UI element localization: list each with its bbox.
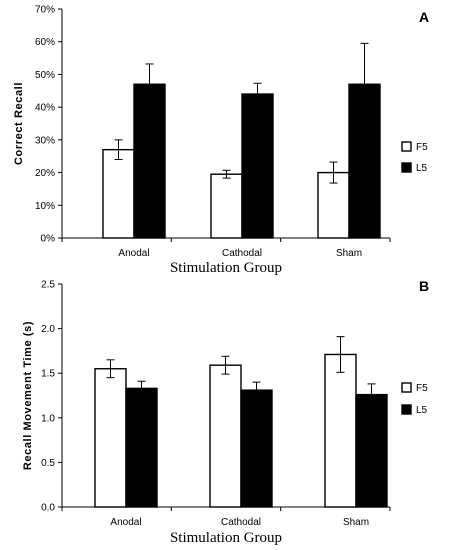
- chart-2-bar-l5: [355, 393, 388, 508]
- chart-1-panel-label: A: [419, 9, 429, 25]
- chart-1-legend-label-f5: F5: [416, 142, 428, 153]
- chart-1-y-tick-label: 20%: [35, 168, 55, 179]
- chart-1-bar-f5: [210, 173, 243, 239]
- chart-1-y-tick-label: 40%: [35, 103, 55, 114]
- chart-1-legend-label-l5: L5: [416, 163, 428, 174]
- chart-2-bar-f5: [94, 368, 127, 508]
- chart-2-x-tick-label: Sham: [343, 517, 369, 528]
- chart-2-bar-l5: [125, 387, 158, 508]
- chart-1-legend-swatch-f5: [401, 141, 412, 152]
- chart-2-legend-swatch-f5: [401, 382, 412, 393]
- chart-2-x-tick-label: Cathodal: [221, 517, 261, 528]
- chart-2-legend-label-f5: F5: [416, 383, 428, 394]
- chart-2-y-tick-label: 0.0: [41, 503, 55, 514]
- chart-1-y-tick-label: 70%: [35, 5, 55, 16]
- chart-1-y-tick-label: 50%: [35, 70, 55, 81]
- chart-2-bar-f5: [324, 353, 357, 508]
- chart-2-bar-f5: [209, 364, 242, 508]
- chart-2-legend-swatch-l5: [401, 404, 412, 415]
- chart-1-y-tick-label: 60%: [35, 37, 55, 48]
- chart-1-bar-l5: [133, 83, 166, 239]
- chart-2-y-axis-label: Recall Movement Time (s): [22, 321, 34, 470]
- chart-2-x-axis-label: Stimulation Group: [170, 530, 282, 546]
- chart-1-x-tick-label: Cathodal: [222, 248, 262, 259]
- chart-1-bar-l5: [241, 93, 274, 239]
- chart-1-legend-swatch-l5: [401, 162, 412, 173]
- chart-1-y-axis-label: Correct Recall: [13, 82, 25, 165]
- chart-1-x-tick-label: Sham: [336, 248, 362, 259]
- chart-2-y-tick-label: 2.0: [41, 324, 55, 335]
- chart-1-x-tick-label: Anodal: [118, 248, 149, 259]
- chart-2-y-tick-label: 1.0: [41, 413, 55, 424]
- chart-2-y-tick-label: 1.5: [41, 369, 55, 380]
- chart-1-y-tick-label: 30%: [35, 135, 55, 146]
- chart-1-y-tick-label: 10%: [35, 201, 55, 212]
- chart-1-bar-f5: [102, 148, 135, 239]
- chart-2-y-tick-label: 0.5: [41, 458, 55, 469]
- chart-1-y-tick-label: 0%: [41, 234, 56, 245]
- chart-2-bar-l5: [240, 389, 273, 508]
- chart-2-y-tick-label: 2.5: [41, 280, 55, 291]
- chart-2-legend-label-l5: L5: [416, 405, 428, 416]
- chart-2-x-tick-label: Anodal: [110, 517, 141, 528]
- chart-2-panel-label: B: [419, 278, 429, 294]
- chart-1-x-axis-label: Stimulation Group: [170, 260, 282, 276]
